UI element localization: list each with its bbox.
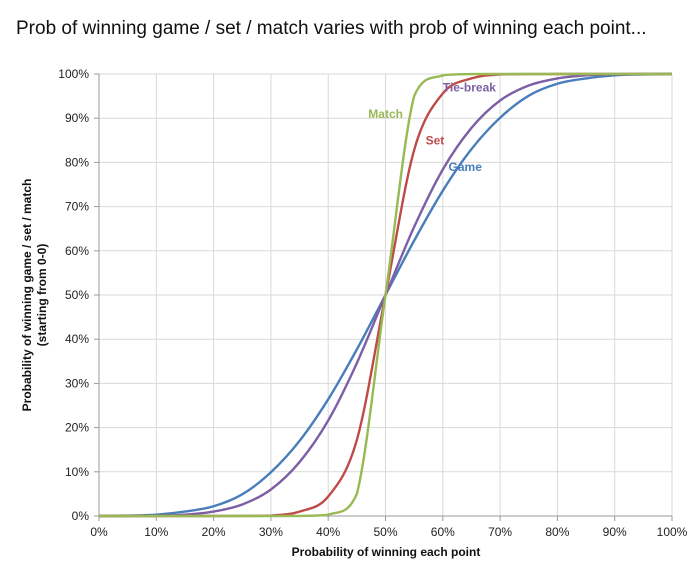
x-tick-label: 20%: [202, 525, 226, 539]
x-tick-label: 80%: [545, 525, 569, 539]
y-axis-sublabel: (starting from 0-0): [35, 244, 49, 347]
y-tick-label: 40%: [65, 332, 89, 346]
series-line-match: [98, 72, 672, 518]
x-tick-label: 10%: [144, 525, 168, 539]
x-tick-label: 30%: [259, 525, 283, 539]
y-tick-label: 20%: [65, 421, 89, 435]
x-tick-label: 0%: [90, 525, 108, 539]
y-tick-label: 50%: [65, 288, 89, 302]
x-axis-label: Probability of winning each point: [292, 545, 481, 559]
y-axis-label: Probability of winning game / set / matc…: [20, 179, 34, 412]
series-label-game: Game: [449, 160, 483, 174]
series-lines: [98, 72, 673, 518]
y-tick-label: 90%: [65, 111, 89, 125]
series-label-match: Match: [368, 107, 403, 121]
x-tick-label: 70%: [488, 525, 512, 539]
y-tick-label: 100%: [58, 67, 89, 81]
chart-title: Prob of winning game / set / match varie…: [16, 18, 647, 39]
x-tick-label: 60%: [431, 525, 455, 539]
y-tick-label: 60%: [65, 244, 89, 258]
x-tick-label: 90%: [603, 525, 627, 539]
y-tick-label: 10%: [65, 465, 89, 479]
series-label-set: Set: [426, 133, 445, 147]
x-tick-label: 50%: [373, 525, 397, 539]
y-tick-label: 30%: [65, 376, 89, 390]
axes: 0% 10% 20% 30% 40% 50% 60% 70% 80% 90% 100% 0% 10% 20…: [58, 67, 687, 539]
gridlines: [99, 73, 673, 516]
x-tick-label: 100%: [657, 525, 688, 539]
y-tick-label: 70%: [65, 200, 89, 214]
y-tick-label: 0%: [72, 509, 90, 523]
series-labels: Game Tie-break Set Match: [368, 80, 496, 174]
series-label-tie-break: Tie-break: [443, 80, 496, 94]
x-tick-label: 40%: [316, 525, 340, 539]
y-tick-label: 80%: [65, 155, 89, 169]
